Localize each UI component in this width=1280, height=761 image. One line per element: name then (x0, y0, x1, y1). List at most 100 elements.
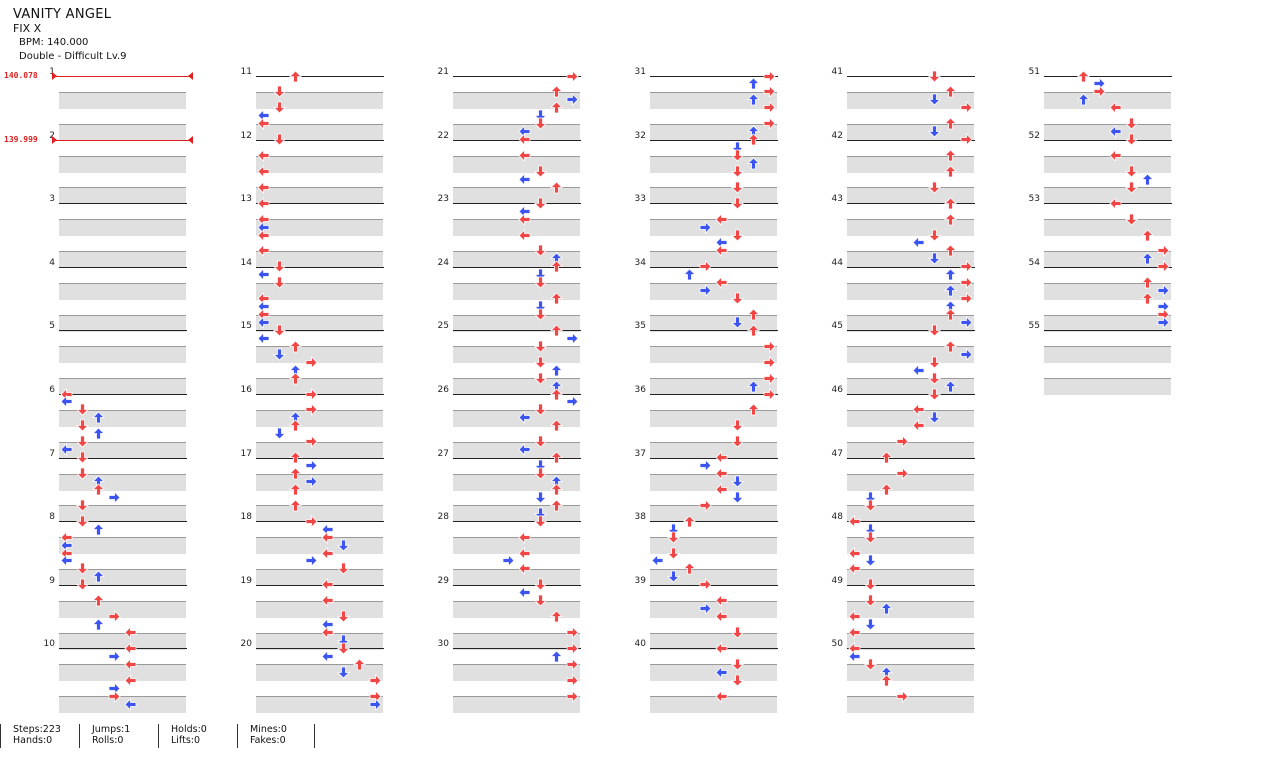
arrow-left-note (518, 133, 531, 147)
measure-number: 49 (831, 575, 843, 586)
measure-number: 25 (437, 321, 449, 332)
arrow-down-note (864, 658, 877, 671)
arrow-up-note (550, 499, 563, 512)
beat-band (59, 696, 186, 714)
arrow-down-note (731, 674, 744, 687)
arrow-up-note (1077, 69, 1090, 82)
beat-band (256, 187, 383, 205)
beat-band (1044, 250, 1171, 268)
arrow-down-note (731, 475, 744, 488)
arrow-right-note (566, 69, 579, 83)
arrow-left-note (518, 149, 531, 162)
arrow-right-note (566, 93, 579, 107)
beat-band (453, 91, 580, 109)
arrow-down-note (928, 388, 941, 401)
arrow-up-note (550, 324, 563, 337)
arrow-right-note (108, 490, 121, 504)
beat-band (847, 632, 974, 650)
arrow-left-note (848, 649, 861, 663)
bpm-marker-right (188, 72, 193, 80)
measure-line (650, 648, 778, 650)
arrow-down-note (534, 491, 547, 504)
beat-band (453, 155, 580, 173)
arrow-down-note (273, 101, 286, 114)
arrow-right-note (699, 459, 712, 473)
arrow-down-note (76, 467, 89, 480)
arrow-down-note (864, 578, 877, 591)
measure-number: 11 (240, 67, 252, 77)
arrow-left-note (60, 443, 73, 457)
measure-number: 10 (43, 639, 55, 650)
arrow-up-note (880, 602, 893, 615)
beat-band (453, 378, 580, 396)
beat-band (1044, 219, 1171, 237)
beat-band (847, 219, 974, 237)
arrow-down-note (534, 117, 547, 130)
song-header: VANITY ANGEL FIX X BPM: 140.000 Double -… (13, 8, 127, 64)
arrow-right-note (502, 554, 515, 568)
arrow-right-note (305, 514, 318, 528)
arrow-left-note (124, 641, 137, 655)
arrow-right-note (896, 435, 909, 449)
arrow-down-note (731, 435, 744, 448)
arrow-right-note (566, 331, 579, 345)
measure-line (1044, 330, 1172, 332)
arrow-up-note (944, 213, 957, 225)
arrow-left-note (124, 657, 137, 671)
measure-line (847, 648, 975, 650)
measure-line (59, 330, 187, 332)
beat-band (256, 537, 383, 555)
beat-band (847, 664, 974, 682)
arrow-down-note (534, 300, 547, 313)
arrow-down-note (337, 642, 350, 655)
measure-line (650, 139, 778, 141)
arrow-left-note (651, 554, 664, 568)
arrow-down-note (731, 229, 744, 242)
arrow-down-note (864, 618, 877, 631)
measure-number: 18 (240, 512, 252, 523)
song-title: VANITY ANGEL (13, 7, 112, 22)
beat-band (59, 314, 186, 332)
arrow-up-note (747, 133, 760, 146)
arrow-down-note (337, 634, 350, 647)
beat-band (847, 537, 974, 555)
arrow-left-note (715, 276, 728, 290)
arrow-down-note (1125, 165, 1138, 178)
arrow-down-note (864, 523, 877, 536)
beat-band (847, 91, 974, 109)
measure-line (453, 648, 581, 650)
arrow-right-note (763, 371, 776, 385)
arrow-left-note (124, 673, 137, 687)
arrow-up-note (1141, 173, 1154, 186)
beat-band (1044, 314, 1171, 332)
measure-number: 45 (831, 321, 843, 332)
arrow-down-note (731, 165, 744, 178)
measure-line (453, 266, 581, 268)
arrow-up-note (747, 157, 760, 170)
arrow-down-note (534, 268, 547, 281)
arrow-left-note (321, 530, 334, 544)
measure-number: 34 (634, 257, 646, 268)
arrow-up-note (944, 149, 957, 162)
measure-line (453, 76, 581, 77)
measure-number: 16 (240, 385, 252, 395)
arrow-left-note (715, 594, 728, 608)
beat-band (453, 346, 580, 364)
measure-number: 36 (634, 385, 646, 395)
arrow-down-note (667, 547, 680, 560)
measure-number: 3 (49, 194, 55, 205)
beat-band (453, 219, 580, 237)
measure-number: 39 (634, 575, 646, 586)
measure-number: 7 (49, 448, 55, 459)
measure-number: 8 (49, 512, 55, 523)
measure-number: 30 (437, 639, 449, 650)
arrow-down-note (76, 562, 89, 575)
arrow-down-note (76, 451, 89, 464)
beat-band (59, 537, 186, 555)
arrow-right-note (305, 474, 318, 488)
beat-band (59, 250, 186, 268)
measure-line (1044, 139, 1172, 141)
arrow-right-note (1157, 315, 1170, 329)
arrow-left-note (124, 697, 137, 711)
arrow-up-note (747, 77, 760, 90)
